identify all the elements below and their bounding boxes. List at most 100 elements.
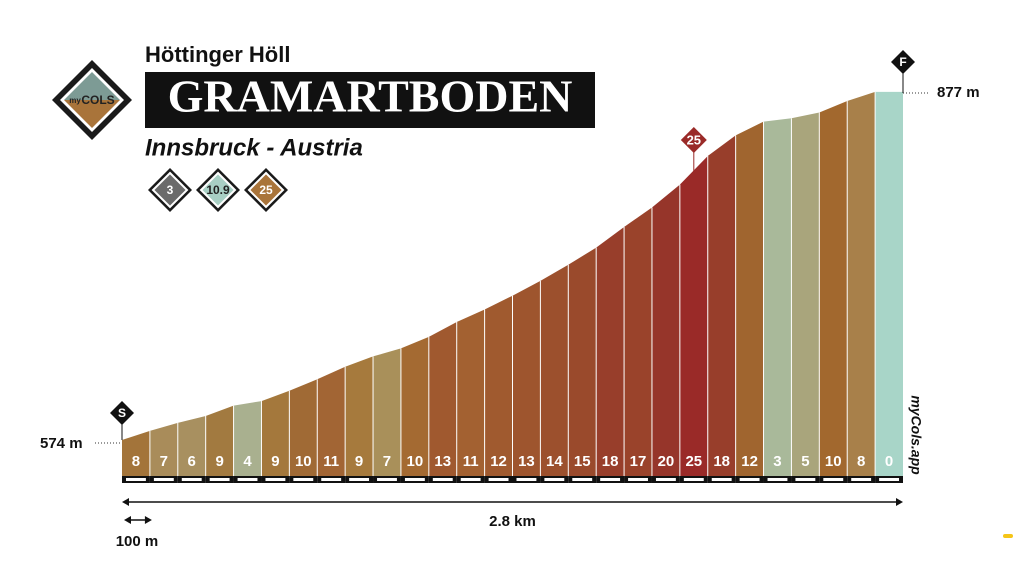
segment [317,366,346,476]
scale-white [823,478,844,481]
gradient-label: 10 [295,453,312,470]
finish-elevation: 877 m [937,84,980,101]
segment [596,226,625,476]
segment [373,348,401,476]
gradient-label: 13 [434,453,451,470]
badges: 3 10.9 25 [148,168,288,212]
scale-white [655,478,676,481]
segment [428,322,457,476]
distance-arrow-head [122,498,129,506]
scale-white [683,478,704,481]
scale-white [851,478,872,481]
gradient-label: 11 [463,453,479,470]
subtitle: Höttinger Höll [145,42,290,67]
scale-white [153,478,174,481]
segment [512,280,541,476]
gradient-label: 8 [132,453,140,470]
scale-white [711,478,732,481]
scale-white [488,478,509,481]
scale-white [349,478,370,481]
scale-white [293,478,314,481]
scale-white [628,478,648,481]
segment [289,379,318,476]
badge [247,171,285,209]
gradient-label: 18 [713,453,730,470]
segment-arrow-head [124,516,131,524]
scale-white [377,478,397,481]
start-elevation: 574 m [40,435,83,452]
segment [261,390,290,476]
gradient-label: 18 [602,453,619,470]
gradient-label: 9 [355,453,363,470]
segment [875,91,903,476]
segment [205,405,234,476]
peak-marker [680,127,707,153]
logo: my COLS [52,60,132,140]
badge-label: 10.9 [206,183,230,197]
segment [484,295,513,476]
segment [651,184,680,476]
profile: 8 7 6 9 4 9 10 11 9 7 10 13 11 12 13 14 15 18 17 20 25 18 12 3 5… [40,50,980,550]
scale-white [209,478,230,481]
gradient-label: 5 [801,453,809,470]
gradient-label: 10 [825,453,842,470]
gradient-label: 20 [658,453,675,470]
segment [400,336,429,476]
scale-white [181,478,202,481]
segment-arrow-head [144,516,152,524]
gradient-label: 9 [271,453,279,470]
logo-sky [64,72,120,100]
segment [847,91,876,476]
segment [679,155,708,476]
title-box [145,72,595,128]
segment [707,135,736,477]
logo-small: my [69,96,81,105]
decoration [1003,534,1013,538]
scale-white [516,478,537,481]
scale-white [879,478,899,481]
watermark: myCols.app [908,395,924,475]
scale-white [572,478,593,481]
gradient-label: 13 [518,453,535,470]
scale-white [544,478,565,481]
segment [624,207,652,476]
segment [735,121,764,476]
gradient-label: 3 [773,453,781,470]
gradient-label: 12 [490,453,507,470]
start-marker-label: S [118,406,126,420]
segment [122,430,150,476]
scale-white [321,478,342,481]
scale-white [404,478,425,481]
segment [568,247,597,476]
peak-label: 25 [687,132,701,147]
gradient-label: 6 [188,453,196,470]
scale-white [600,478,621,481]
segment [149,422,178,476]
badge [199,171,237,209]
gradient-label: 8 [857,453,865,470]
segment [345,356,374,476]
gradient-label: 15 [574,453,591,470]
badge-label: 3 [167,183,174,197]
segment [456,309,485,476]
scale-white [460,478,481,481]
gradient-label: 7 [160,453,168,470]
gradient-label: 14 [546,453,563,470]
scale-white [795,478,816,481]
gradient-label: 4 [243,453,252,470]
badge [151,171,189,209]
scale-white [237,478,258,481]
segment [233,401,262,476]
location: Innsbruck - Austria [145,134,363,161]
segment [540,264,569,476]
scale-white [126,478,146,481]
scale-white [265,478,286,481]
segment [763,118,792,477]
distance-arrow-head [896,498,903,506]
scale-white [739,478,760,481]
title: GRAMARTBODEN [168,71,573,122]
gradient-label: 10 [407,453,424,470]
logo-big: COLS [81,93,114,107]
gradient-label: 17 [630,453,647,470]
